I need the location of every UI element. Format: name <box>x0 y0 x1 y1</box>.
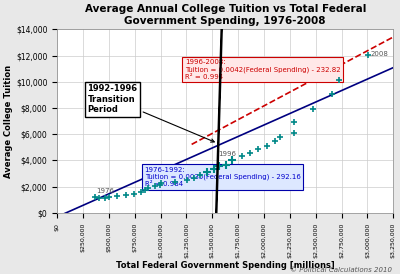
Text: 1992: 1992 <box>208 172 226 178</box>
Text: © Political Calculations 2010: © Political Calculations 2010 <box>290 267 392 273</box>
Text: 1992-1996
Transition
Period: 1992-1996 Transition Period <box>88 84 214 142</box>
Title: Average Annual College Tuition vs Total Federal
Government Spending, 1976-2008: Average Annual College Tuition vs Total … <box>84 4 366 26</box>
X-axis label: Total Federal Government Spending [millions]: Total Federal Government Spending [milli… <box>116 261 335 270</box>
Text: 1976-1992:
Tuition = 0.0035(Federal Spending) - 292.16
R² = 0.984: 1976-1992: Tuition = 0.0035(Federal Spen… <box>144 167 300 187</box>
Text: 1996: 1996 <box>218 151 236 157</box>
Y-axis label: Average College Tuition: Average College Tuition <box>4 65 13 178</box>
Text: 1996-2008:
Tuition = 0.0042(Federal Spending) - 232.82
R² = 0.994: 1996-2008: Tuition = 0.0042(Federal Spen… <box>185 59 340 80</box>
Text: 1976: 1976 <box>96 188 114 194</box>
Text: 2008: 2008 <box>370 51 388 57</box>
